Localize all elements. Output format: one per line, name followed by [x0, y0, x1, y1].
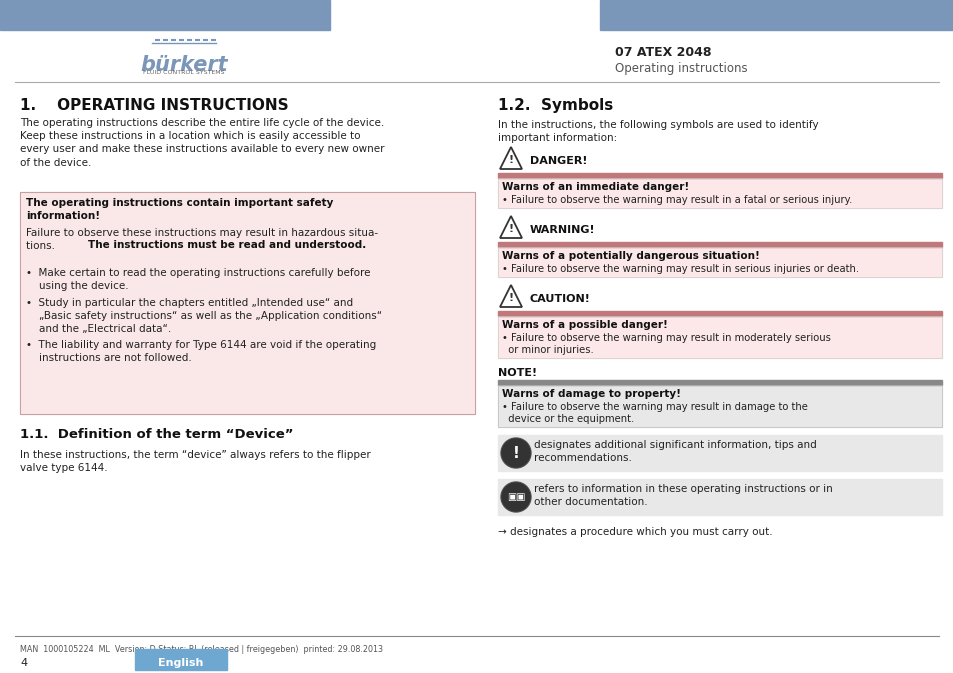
Text: English: English [158, 658, 204, 668]
Text: 4: 4 [20, 658, 27, 668]
Text: The operating instructions contain important safety
information!: The operating instructions contain impor… [26, 198, 333, 221]
Text: designates additional significant information, tips and
recommendations.: designates additional significant inform… [534, 440, 816, 463]
Text: Warns of a potentially dangerous situation!: Warns of a potentially dangerous situati… [501, 251, 760, 261]
Bar [0, 0, 330, 30]
Text: MAN  1000105224  ML  Version: D Status: RL (released | freigegeben)  printed: 29: MAN 1000105224 ML Version: D Status: RL … [20, 645, 382, 654]
Bar [497, 385, 941, 427]
Bar [497, 173, 941, 178]
Text: In these instructions, the term “device” always refers to the flipper
valve type: In these instructions, the term “device”… [20, 450, 371, 473]
Circle shape [501, 439, 530, 467]
Text: → designates a procedure which you must carry out.: → designates a procedure which you must … [497, 527, 772, 537]
Text: •  Make certain to read the operating instructions carefully before
    using th: • Make certain to read the operating ins… [26, 268, 370, 291]
Text: NOTE!: NOTE! [497, 368, 537, 378]
Bar [497, 380, 941, 385]
Text: •  Study in particular the chapters entitled „Intended use“ and
    „Basic safet: • Study in particular the chapters entit… [26, 298, 382, 334]
Bar [497, 385, 941, 427]
Text: 1.    OPERATING INSTRUCTIONS: 1. OPERATING INSTRUCTIONS [20, 98, 289, 113]
Text: The operating instructions describe the entire life cycle of the device.
Keep th: The operating instructions describe the … [20, 118, 384, 168]
Text: !: ! [508, 293, 513, 304]
Circle shape [501, 483, 530, 511]
Text: • Failure to observe the warning may result in serious injuries or death.: • Failure to observe the warning may res… [501, 264, 859, 274]
Bar [497, 435, 941, 471]
Text: Operating instructions: Operating instructions [615, 62, 747, 75]
Text: 07 ATEX 2048: 07 ATEX 2048 [615, 46, 711, 59]
Text: 1.1.  Definition of the term “Device”: 1.1. Definition of the term “Device” [20, 428, 294, 441]
Text: Warns of damage to property!: Warns of damage to property! [501, 389, 680, 399]
Circle shape [500, 482, 531, 512]
Text: Failure to observe these instructions may result in hazardous situa-
tions.: Failure to observe these instructions ma… [26, 228, 377, 251]
Text: •  The liability and warranty for Type 6144 are void if the operating
    instru: • The liability and warranty for Type 61… [26, 340, 375, 363]
Bar [497, 479, 941, 515]
Text: CAUTION!: CAUTION! [530, 294, 590, 304]
Text: FLUID CONTROL SYSTEMS: FLUID CONTROL SYSTEMS [143, 70, 225, 75]
Bar [497, 242, 941, 247]
Text: • Failure to observe the warning may result in a fatal or serious injury.: • Failure to observe the warning may res… [501, 195, 851, 205]
Bar [599, 0, 953, 30]
Bar [497, 178, 941, 208]
Text: refers to information in these operating instructions or in
other documentation.: refers to information in these operating… [534, 484, 832, 507]
Text: WARNING!: WARNING! [530, 225, 595, 235]
Bar [497, 178, 941, 208]
Text: 1.2.  Symbols: 1.2. Symbols [497, 98, 613, 113]
Bar [497, 316, 941, 358]
Text: The instructions must be read and understood.: The instructions must be read and unders… [88, 240, 366, 250]
Bar [20, 192, 475, 414]
Text: bürkert: bürkert [140, 55, 228, 75]
Text: • Failure to observe the warning may result in damage to the
  device or the equ: • Failure to observe the warning may res… [501, 402, 807, 425]
Bar [497, 311, 941, 316]
Bar [497, 316, 941, 358]
Circle shape [500, 438, 531, 468]
Bar [135, 649, 227, 670]
Text: Warns of a possible danger!: Warns of a possible danger! [501, 320, 667, 330]
Text: DANGER!: DANGER! [530, 156, 587, 166]
Text: ▣▣: ▣▣ [506, 492, 525, 502]
Bar [497, 247, 941, 277]
Text: !: ! [512, 446, 518, 460]
Bar [20, 192, 475, 414]
Text: !: ! [508, 224, 513, 234]
Text: !: ! [508, 155, 513, 165]
Bar [497, 247, 941, 277]
Text: In the instructions, the following symbols are used to identify
important inform: In the instructions, the following symbo… [497, 120, 818, 143]
Text: • Failure to observe the warning may result in moderately serious
  or minor inj: • Failure to observe the warning may res… [501, 333, 830, 355]
Text: Warns of an immediate danger!: Warns of an immediate danger! [501, 182, 688, 192]
